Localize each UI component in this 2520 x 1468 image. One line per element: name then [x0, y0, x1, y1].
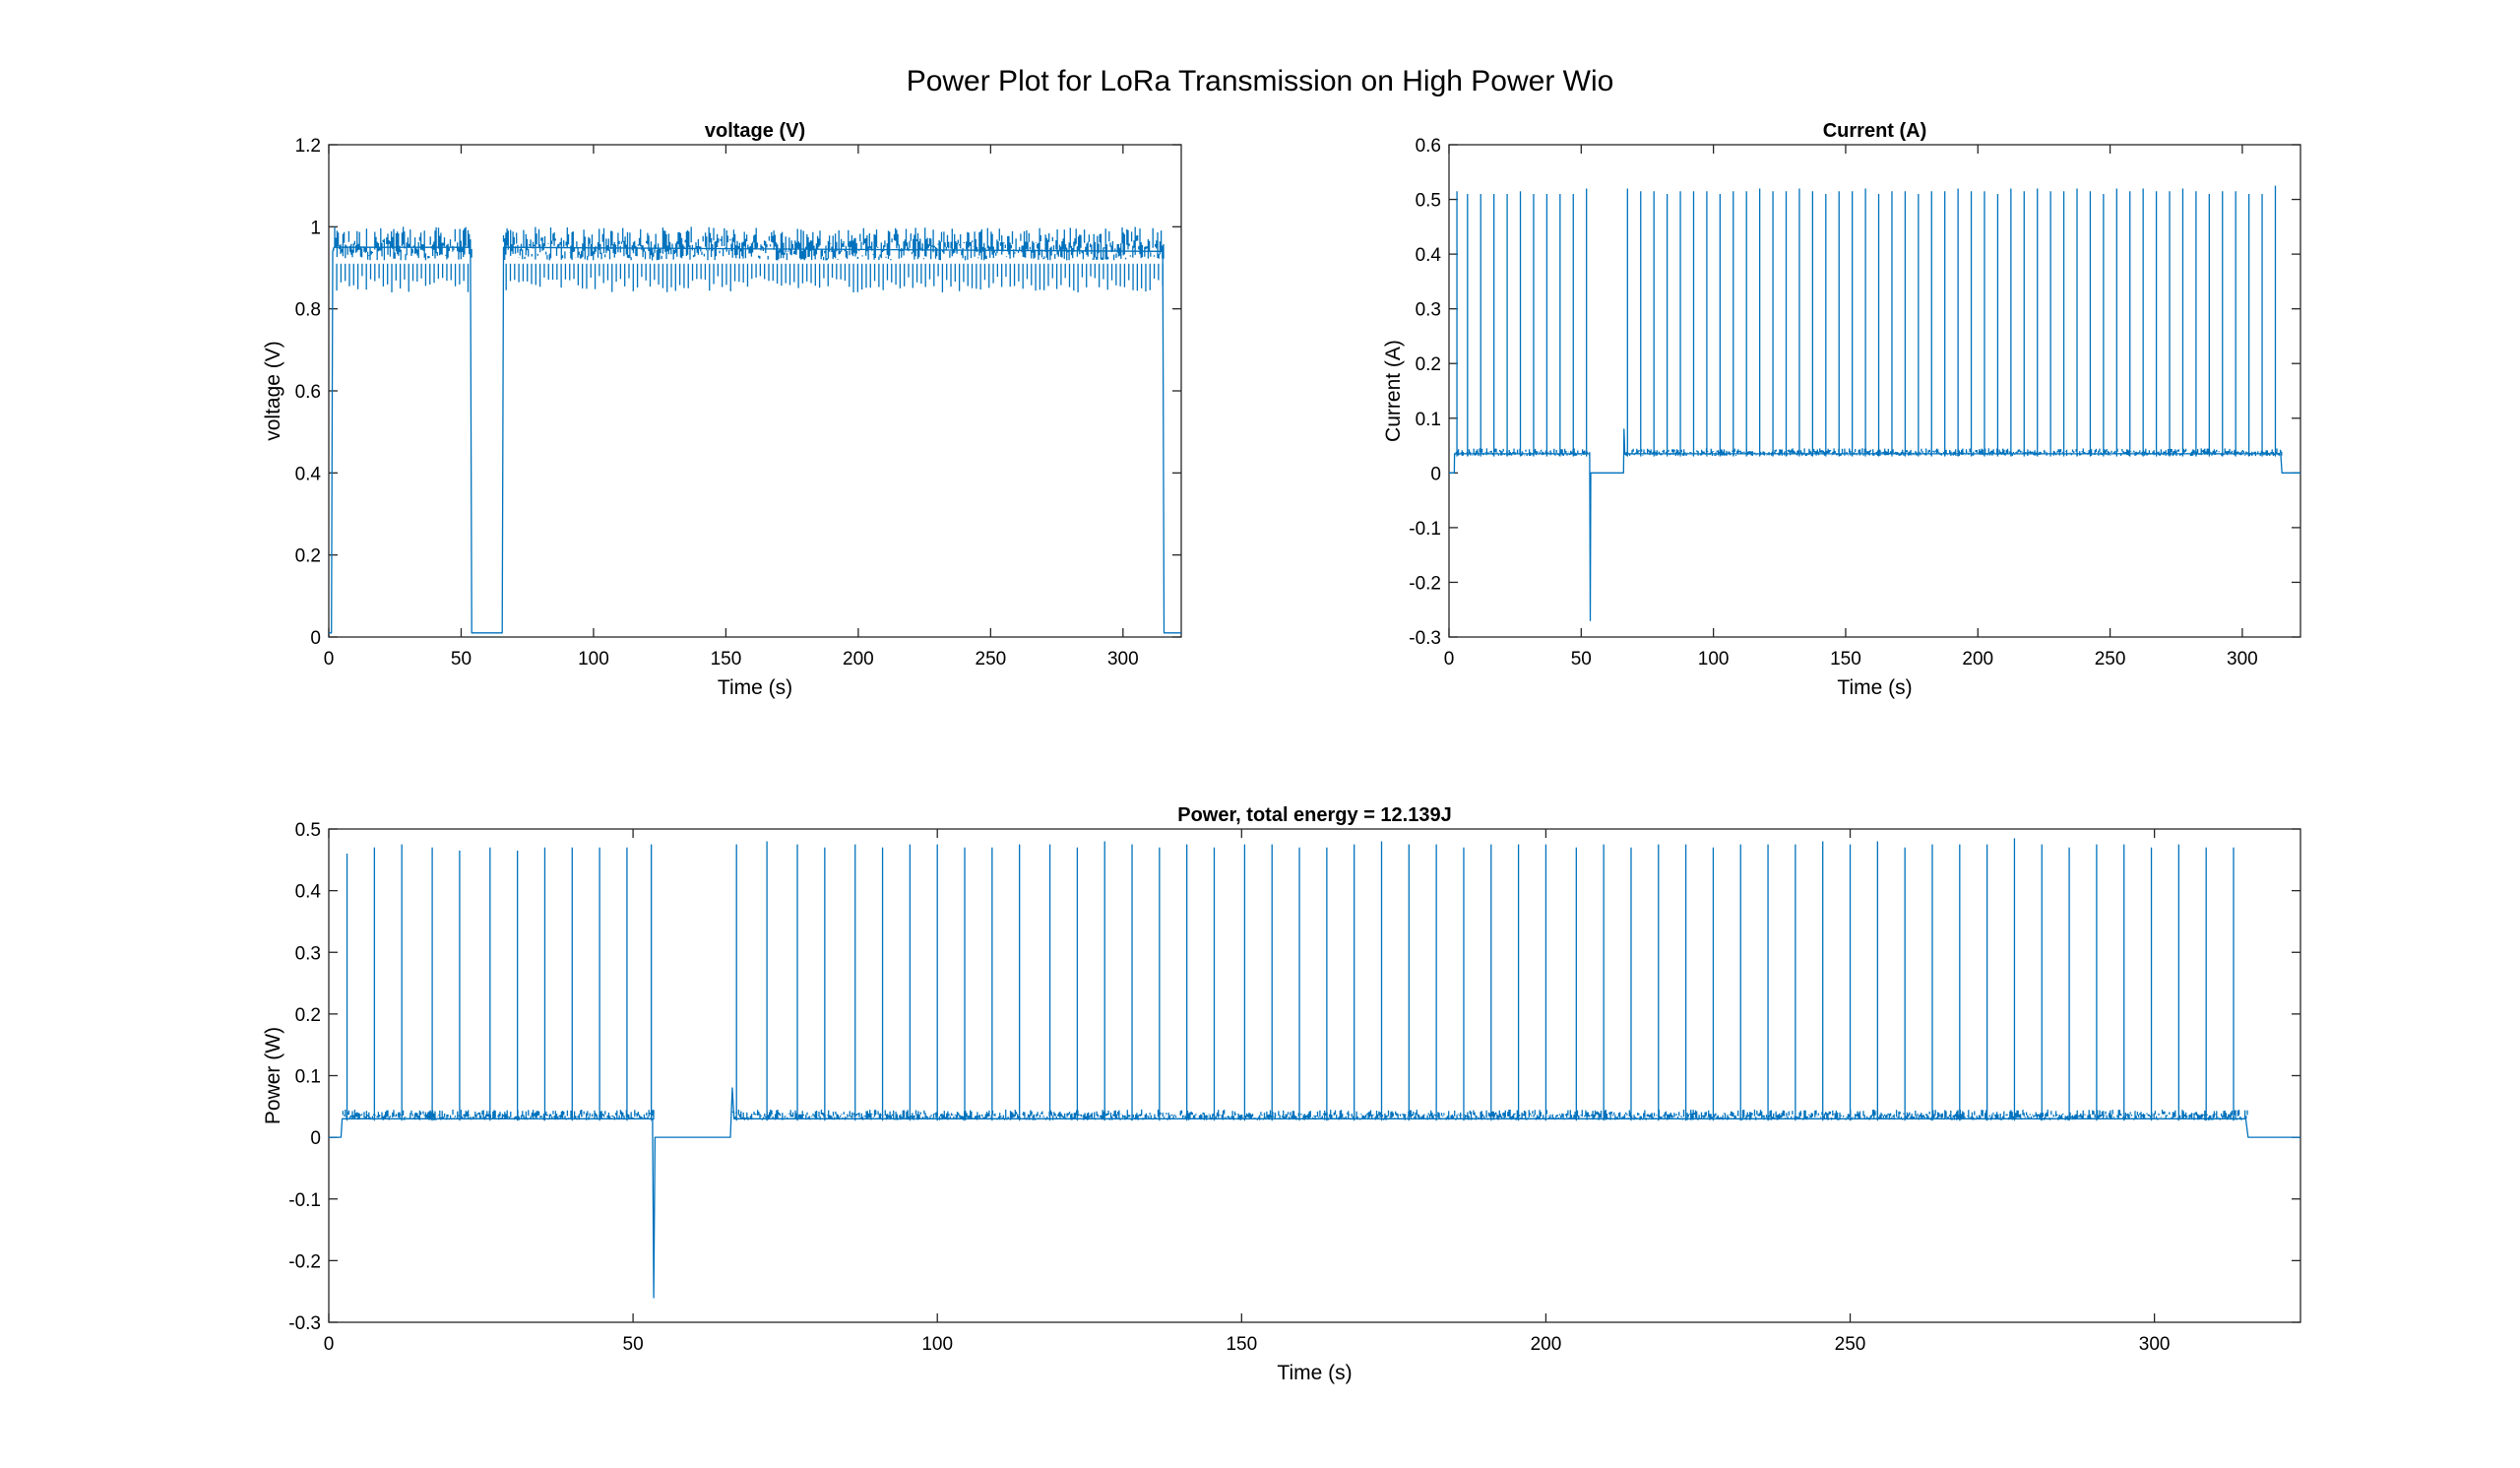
power-y-axis-label: Power (W): [262, 1027, 284, 1124]
current-x-tick-label: 100: [1698, 649, 1730, 670]
current-y-tick-label: 0.6: [1416, 136, 1441, 157]
power-x-tick-label: 100: [921, 1334, 953, 1355]
voltage-x-tick-label: 300: [1107, 649, 1139, 670]
current-x-axis-label: Time (s): [1837, 676, 1912, 699]
voltage-y-tick-label: 0.4: [295, 464, 322, 484]
power-y-tick-label: 0: [310, 1128, 321, 1149]
current-y-tick-label: 0.4: [1416, 245, 1442, 266]
power-y-tick-label: 0.3: [295, 943, 321, 964]
current-x-tick-label: 50: [1571, 649, 1592, 670]
voltage-x-tick-label: 150: [711, 649, 742, 670]
current-subplot-title: Current (A): [1823, 120, 1927, 142]
voltage-y-tick-label: 0: [310, 628, 321, 649]
current-x-tick-label: 150: [1830, 649, 1861, 670]
current-y-tick-label: 0.3: [1416, 300, 1441, 321]
voltage-noise-band: [333, 226, 1165, 261]
power-x-tick-label: 50: [623, 1334, 644, 1355]
current-subplot: Current (A) Time (s) Current (A) 0 50 100 1…: [1382, 120, 2301, 699]
voltage-y-axis-label: voltage (V): [262, 341, 284, 441]
current-y-axis-label: Current (A): [1382, 340, 1405, 442]
voltage-subplot-title: voltage (V): [705, 120, 805, 142]
voltage-y-tick-label: 0.8: [295, 300, 321, 321]
current-series-line: [1449, 428, 2300, 621]
current-y-tick-label: 0.2: [1416, 354, 1441, 375]
voltage-y-tick-label: 1.2: [295, 136, 321, 157]
power-y-tick-label: -0.1: [288, 1190, 321, 1211]
current-y-tick-label: -0.2: [1409, 573, 1441, 594]
power-subplot-title: Power, total energy = 12.139J: [1177, 804, 1451, 826]
voltage-y-tick-label: 1: [310, 218, 321, 238]
current-x-tick-label: 0: [1444, 649, 1455, 670]
voltage-y-tick-label: 0.2: [295, 546, 321, 567]
voltage-subplot: voltage (V) Time (s) voltage (V) 0 50 100 1…: [262, 120, 1182, 699]
current-y-tick-label: 0.1: [1416, 410, 1441, 430]
voltage-x-axis-label: Time (s): [718, 676, 792, 699]
power-y-tick-label: 0.2: [295, 1005, 321, 1026]
current-axes-box: [1448, 144, 2301, 638]
power-y-tick-label: -0.2: [288, 1251, 321, 1272]
current-y-tick-label: 0.5: [1416, 191, 1441, 212]
voltage-y-tick-label: 0.6: [295, 382, 321, 403]
power-y-tick-label: 0.1: [295, 1067, 321, 1088]
current-noise-band: [1454, 448, 2283, 457]
voltage-x-tick-label: 250: [976, 649, 1007, 670]
current-y-tick-label: -0.1: [1409, 519, 1441, 540]
current-y-tick-label: -0.3: [1409, 628, 1441, 649]
power-x-axis-label: Time (s): [1277, 1362, 1352, 1384]
voltage-x-tick-label: 0: [324, 649, 335, 670]
voltage-x-tick-label: 50: [451, 649, 472, 670]
figure-title: Power Plot for LoRa Transmission on High…: [907, 65, 1614, 97]
current-x-tick-label: 250: [2095, 649, 2126, 670]
power-x-tick-label: 150: [1226, 1334, 1257, 1355]
voltage-series-line: [329, 246, 1181, 634]
power-y-tick-label: -0.3: [288, 1313, 321, 1334]
current-x-tick-label: 200: [1962, 649, 1993, 670]
voltage-x-tick-label: 100: [578, 649, 609, 670]
current-x-tick-label: 300: [2227, 649, 2258, 670]
power-subplot: Power, total energy = 12.139J Time (s) P…: [262, 804, 2301, 1384]
voltage-x-tick-label: 200: [843, 649, 874, 670]
power-x-tick-label: 250: [1835, 1334, 1866, 1355]
power-x-tick-label: 0: [324, 1334, 335, 1355]
power-x-tick-label: 300: [2139, 1334, 2171, 1355]
power-y-tick-label: 0.5: [295, 820, 321, 841]
current-y-tick-label: 0: [1430, 464, 1441, 484]
power-x-tick-label: 200: [1531, 1334, 1562, 1355]
power-y-tick-label: 0.4: [295, 882, 322, 903]
